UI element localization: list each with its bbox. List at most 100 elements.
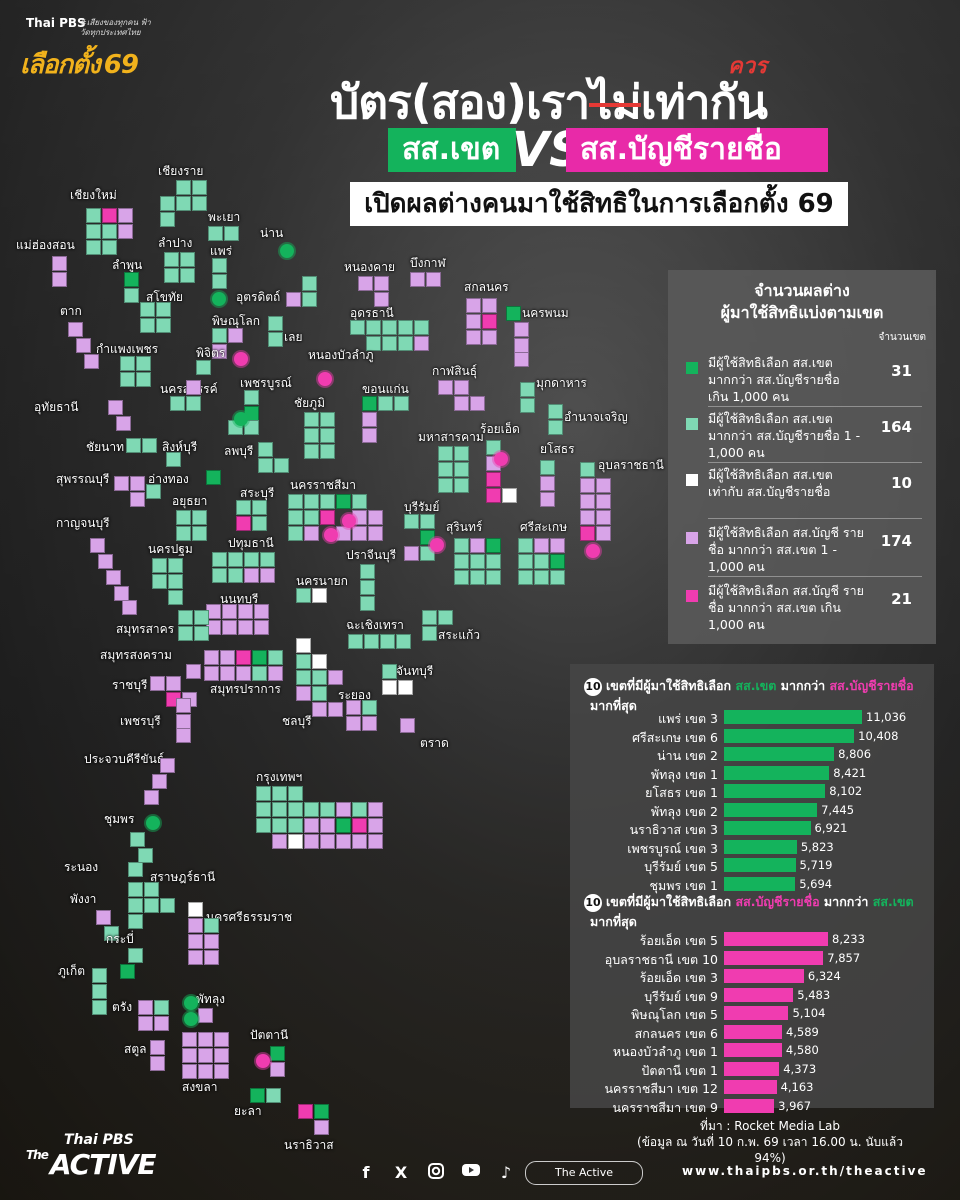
- district-cell: [274, 458, 289, 473]
- district-cell: [102, 224, 117, 239]
- bar-value-label: 4,589: [785, 1024, 819, 1039]
- district-cell: [304, 444, 319, 459]
- district-cell: [352, 818, 367, 833]
- district-cell: [102, 208, 117, 223]
- province-label: เชียงราย: [158, 164, 204, 178]
- district-cell: [194, 610, 209, 625]
- district-cell: [400, 718, 415, 733]
- province-label: นครปฐม: [148, 542, 193, 556]
- bar: [724, 858, 796, 872]
- district-cell: [188, 902, 203, 917]
- district-cell: [358, 276, 373, 291]
- district-cell: [312, 588, 327, 603]
- district-cell: [548, 404, 563, 419]
- district-cell: [296, 654, 311, 669]
- district-cell: [114, 586, 129, 601]
- district-cell: [204, 934, 219, 949]
- district-cell: [336, 818, 351, 833]
- bar: [724, 728, 855, 743]
- district-cell: [182, 1064, 197, 1079]
- district-cell: [314, 1120, 329, 1135]
- top-district-heading-line2: มากที่สุด: [590, 698, 637, 713]
- top-ten-district-marker: [342, 514, 356, 528]
- district-cell: [220, 650, 235, 665]
- district-cell: [120, 372, 135, 387]
- district-cell: [272, 786, 287, 801]
- bar: [724, 1080, 777, 1094]
- district-cell: [212, 344, 227, 359]
- district-cell: [394, 396, 409, 411]
- bar-value-label: 5,104: [792, 1006, 826, 1020]
- title-part2: เท่ากัน: [640, 75, 768, 129]
- district-cell: [352, 802, 367, 817]
- district-cell: [360, 580, 375, 595]
- province-label: สกลนคร: [464, 280, 509, 294]
- district-cell: [288, 802, 303, 817]
- bar-value-label: 6,324: [807, 969, 841, 983]
- facebook-icon[interactable]: f: [362, 1163, 370, 1182]
- bar: [724, 932, 828, 946]
- district-cell: [258, 442, 273, 457]
- province-label: กาญจนบุรี: [56, 516, 110, 530]
- top-district-head-d: สส.บัญชีรายชื่อ: [829, 678, 914, 693]
- district-cell: [288, 818, 303, 833]
- legend-item-label: มีผู้ใช้สิทธิเลือก สส.บัญชี รายชื่อ มากก…: [708, 583, 864, 632]
- province-label: เชียงใหม่: [70, 188, 117, 202]
- the-active-social-pill[interactable]: The Active: [525, 1161, 643, 1185]
- district-cell: [312, 654, 327, 669]
- bar: [724, 784, 826, 798]
- district-cell: [438, 478, 453, 493]
- bar-value-label: 5,694: [799, 876, 833, 891]
- district-cell: [128, 948, 143, 963]
- bar: [724, 969, 804, 983]
- district-cell: [580, 526, 595, 541]
- district-cell: [84, 354, 99, 369]
- district-cell: [186, 396, 201, 411]
- district-cell: [198, 1064, 213, 1079]
- district-cell: [336, 494, 351, 509]
- district-cell: [238, 620, 253, 635]
- district-cell: [540, 476, 555, 491]
- top-ten-district-marker: [318, 372, 332, 386]
- tiktok-icon[interactable]: ♪: [500, 1163, 512, 1182]
- top-partylist-head-c: มากกว่า: [819, 894, 873, 909]
- district-cell: [486, 554, 501, 569]
- district-cell: [144, 790, 159, 805]
- instagram-icon[interactable]: [425, 1162, 447, 1184]
- district-cell: [86, 224, 101, 239]
- district-cell: [466, 298, 481, 313]
- district-cell: [212, 274, 227, 289]
- district-cell: [236, 500, 251, 515]
- district-cell: [502, 488, 517, 503]
- district-cell: [256, 786, 271, 801]
- province-label: พิษณุโลก: [212, 314, 261, 328]
- legend-item-label: มีผู้ใช้สิทธิเลือก สส.เขต มากกว่า สส.บัญ…: [708, 355, 840, 404]
- bar: [724, 821, 811, 835]
- district-cell: [160, 212, 175, 227]
- district-cell: [312, 670, 327, 685]
- district-cell: [114, 476, 129, 491]
- legend-divider: [708, 406, 922, 407]
- province-label: เพชรบูรณ์: [240, 376, 292, 390]
- district-cell: [454, 446, 469, 461]
- legend-count-header: จำนวนเขต: [878, 332, 926, 343]
- bar-value-label: 8,102: [829, 784, 863, 798]
- youtube-icon[interactable]: [460, 1162, 482, 1184]
- district-cell: [206, 470, 221, 485]
- bar: [724, 1006, 789, 1020]
- district-cell: [438, 462, 453, 477]
- district-cell: [304, 510, 319, 525]
- bar-category-label: นครราชสีมา เขต 9: [612, 1099, 718, 1115]
- district-cell: [398, 336, 413, 351]
- district-cell: [152, 558, 167, 573]
- x-icon[interactable]: X: [394, 1163, 408, 1182]
- district-cell: [486, 440, 501, 455]
- bar-value-label: 3,967: [778, 1098, 812, 1113]
- website-url[interactable]: www.thaipbs.or.th/theactive: [682, 1164, 928, 1178]
- province-label: หนองบัวลำภู: [308, 348, 374, 362]
- district-cell: [90, 538, 105, 553]
- district-cell: [534, 570, 549, 585]
- district-cell: [236, 666, 251, 681]
- top-ten-district-marker: [212, 292, 226, 306]
